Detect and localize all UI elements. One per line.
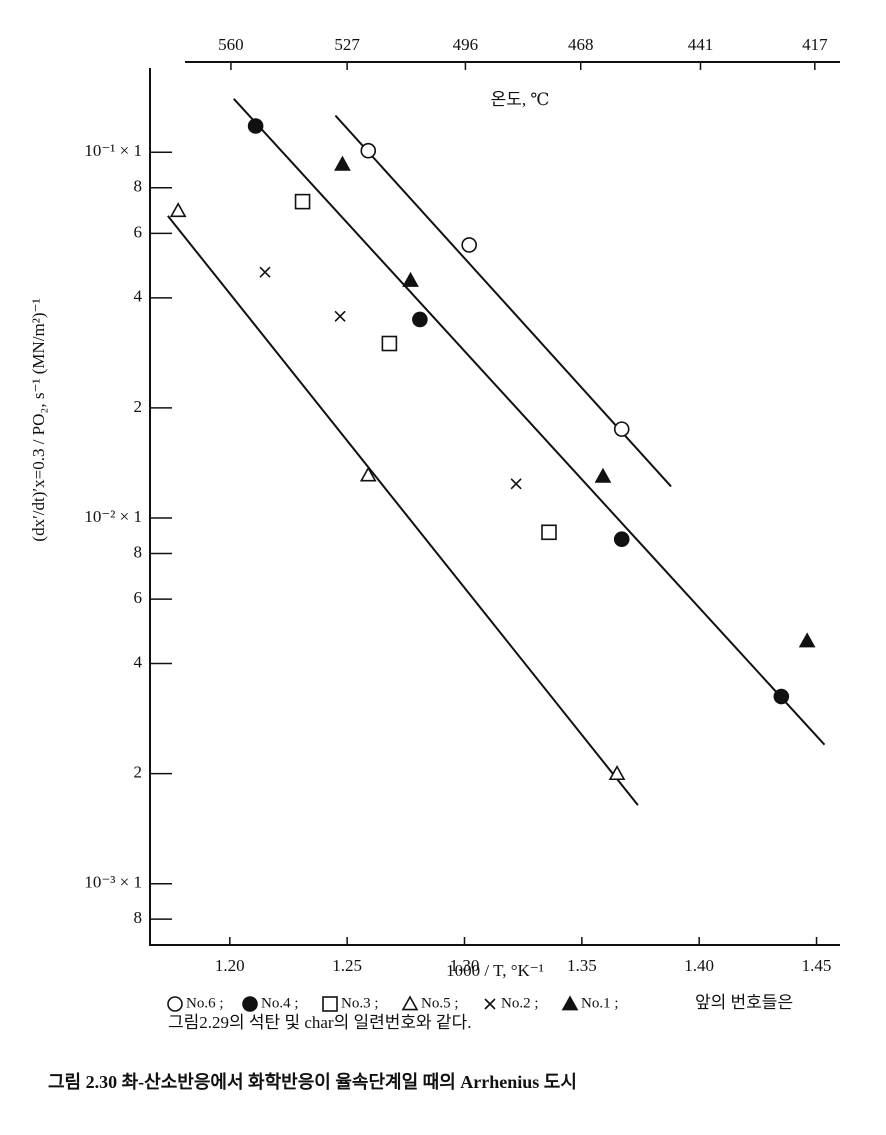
x-tick-label: 1.30 — [450, 956, 480, 975]
legend-label: No.4 ; — [261, 995, 299, 1011]
y-tick-label: 6 — [134, 588, 143, 607]
y-tick-label: 8 — [134, 908, 143, 927]
data-point — [360, 142, 377, 159]
fit-line — [167, 215, 639, 806]
y-tick-label: 10⁻¹ × 1 — [84, 141, 142, 160]
legend-label: No.5 ; — [421, 995, 459, 1011]
x-tick-label: 1.25 — [332, 956, 362, 975]
data-point — [247, 118, 264, 134]
y-axis-label: (dx′/dt)′x=0.3 / PO₂, s⁻¹ (MN/m²)⁻¹ — [29, 298, 48, 541]
x2-tick-label: 496 — [453, 35, 479, 54]
legend-marker — [561, 995, 579, 1011]
data-point — [412, 311, 428, 328]
x2-tick-label: 441 — [688, 35, 714, 54]
data-point — [594, 467, 612, 483]
data-point — [773, 688, 790, 705]
data-point — [381, 335, 398, 352]
y-tick-label: 6 — [134, 222, 143, 241]
y-tick-label: 2 — [134, 763, 143, 782]
fit-line — [233, 98, 826, 746]
data-point — [402, 271, 419, 287]
data-point — [359, 466, 377, 482]
data-point — [334, 310, 346, 322]
x-tick-label: 1.40 — [684, 956, 714, 975]
y-tick-label: 4 — [134, 287, 143, 306]
data-point — [798, 632, 816, 648]
data-point — [613, 531, 630, 548]
axes — [149, 68, 840, 946]
legend-marker — [167, 996, 183, 1012]
x2-axis-label: 온도, ℃ — [491, 90, 550, 109]
x-tick-label: 1.45 — [802, 956, 832, 975]
legend-marker — [322, 996, 338, 1012]
y-tick-label: 2 — [134, 397, 143, 416]
y-tick-label: 8 — [134, 542, 143, 561]
legend-label: No.1 ; — [581, 995, 619, 1011]
data-point — [259, 266, 271, 278]
data-point — [608, 765, 626, 781]
caption: 그림 2.30 촤-산소반응에서 화학반응이 율속단계일 때의 Arrheniu… — [48, 1071, 577, 1092]
data-point — [334, 155, 351, 171]
data-point — [461, 237, 477, 253]
x-tick-label: 1.20 — [215, 956, 245, 975]
legend-label: No.6 ; — [186, 995, 224, 1011]
legend-marker — [242, 996, 258, 1012]
x2-tick-label: 417 — [802, 35, 828, 54]
y-tick-label: 4 — [134, 652, 143, 671]
data-point — [510, 478, 522, 490]
fit-line — [334, 114, 672, 488]
note: 그림2.29의 석탄 및 char의 일련번호와 같다. — [168, 1013, 471, 1032]
data-point — [294, 193, 311, 210]
x-tick-label: 1.35 — [567, 956, 597, 975]
note: 앞의 번호들은 — [695, 993, 793, 1012]
data-point — [541, 524, 557, 541]
x-axis-label: 1000 / T, °K⁻¹ — [446, 961, 544, 980]
data-point — [169, 202, 187, 218]
y-tick-label: 8 — [134, 177, 143, 196]
legend-marker — [484, 998, 496, 1010]
y-tick-label: 10⁻² × 1 — [84, 507, 142, 526]
x2-tick-label: 560 — [218, 35, 244, 54]
x2-tick-label: 468 — [568, 35, 594, 54]
y-tick-label: 10⁻³ × 1 — [84, 873, 142, 892]
legend-label: No.3 ; — [341, 995, 379, 1011]
legend-label: No.2 ; — [501, 995, 539, 1011]
legend-marker — [401, 995, 419, 1011]
data-point — [613, 421, 630, 437]
x2-tick-label: 527 — [334, 35, 360, 54]
